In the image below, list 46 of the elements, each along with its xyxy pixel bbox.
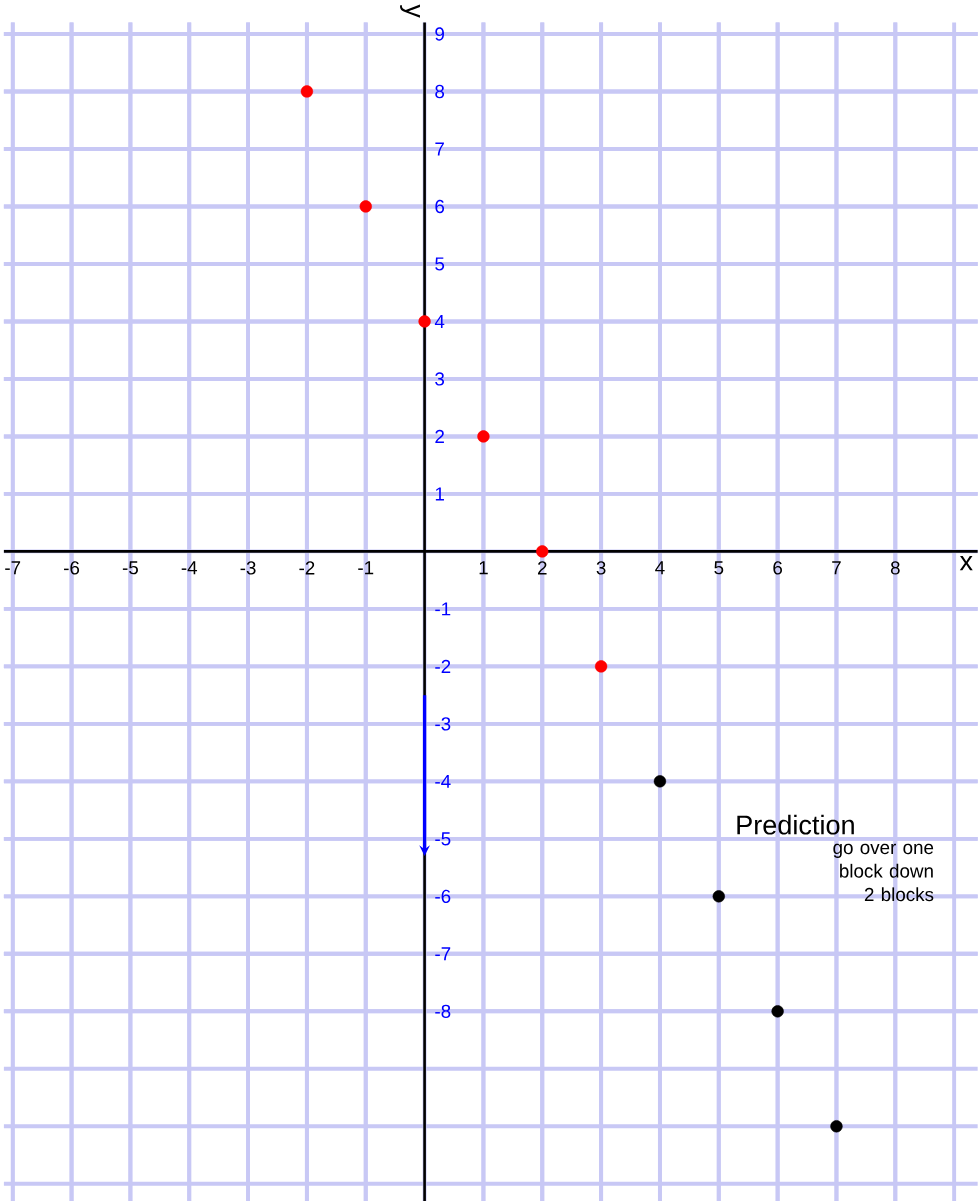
y-tick-label: 3 — [435, 372, 445, 386]
point — [536, 545, 549, 558]
x-tick-label: -5 — [123, 561, 139, 575]
x-tick-label: -1 — [358, 561, 374, 575]
annotation: go over one block down 2 blocks — [833, 843, 934, 902]
y-tick-label: -1 — [435, 602, 451, 616]
y-tick-label: 6 — [435, 199, 445, 214]
y-tick-label: 1 — [436, 487, 445, 501]
x-tick-label: -7 — [5, 561, 21, 575]
x-tick-label: -3 — [240, 561, 256, 575]
point — [595, 660, 608, 673]
x-tick-label: -6 — [64, 561, 80, 575]
y-tick-label: 5 — [435, 257, 445, 271]
y-tick-label: 9 — [435, 27, 445, 41]
x-tick-label: 1 — [479, 561, 488, 575]
x-tick-label: 3 — [596, 561, 606, 575]
y-tick-label: -2 — [435, 659, 451, 673]
x-tick-label: 8 — [891, 561, 900, 575]
y-tick-label: 8 — [435, 84, 445, 99]
y-tick-label: -8 — [435, 1004, 451, 1018]
point — [418, 315, 431, 328]
annotation: Prediction — [737, 814, 855, 835]
x-tick-label: -4 — [181, 561, 198, 575]
y-tick-label: 7 — [435, 142, 445, 156]
y-tick-label: -6 — [435, 889, 451, 903]
point — [359, 200, 373, 213]
point — [300, 85, 314, 98]
point — [712, 890, 726, 903]
x-tick-label: -2 — [299, 561, 315, 575]
y-tick-label: -7 — [435, 947, 451, 961]
point — [477, 430, 490, 443]
x-tick-label: 4 — [655, 561, 665, 575]
y-tick-label: -3 — [435, 717, 451, 731]
x-axis-title: x — [960, 556, 973, 571]
x-tick-label: 2 — [538, 561, 547, 575]
x-tick-label: 5 — [714, 561, 724, 575]
point — [654, 775, 667, 788]
x-tick-label: 7 — [832, 561, 841, 575]
point — [771, 1005, 784, 1018]
y-tick-label: -5 — [435, 832, 451, 846]
y-tick-label: 4 — [435, 314, 445, 328]
y-tick-label: 2 — [435, 429, 445, 443]
point — [830, 1120, 843, 1133]
y-axis-title: y — [400, 4, 421, 18]
x-tick-label: 6 — [773, 561, 783, 575]
y-tick-label: -4 — [435, 774, 451, 788]
